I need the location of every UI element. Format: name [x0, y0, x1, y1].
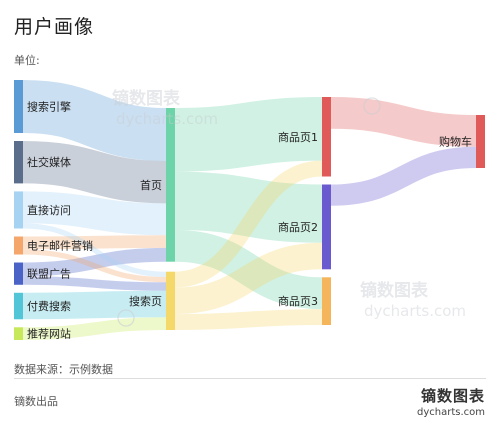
- footer-divider: [14, 378, 486, 379]
- sankey-node-6: [14, 327, 23, 340]
- sankey-link-1: [22, 141, 167, 204]
- svg-text:dycharts.com: dycharts.com: [116, 110, 218, 128]
- sankey-node-8: [166, 271, 175, 330]
- sankey-node-12: [476, 115, 485, 168]
- sankey-link-12: [174, 229, 323, 310]
- watermark-copyright-icon: [363, 97, 381, 115]
- sankey-node-4: [14, 262, 23, 285]
- sankey-node-label-2: 直接访问: [27, 203, 71, 217]
- sankey-link-11: [174, 171, 323, 243]
- data-source: 数据来源：示例数据: [14, 363, 113, 376]
- sankey-node-label-4: 联盟广告: [27, 268, 71, 281]
- sankey-link-5: [22, 223, 167, 277]
- sankey-node-3: [14, 236, 23, 255]
- sankey-link-14: [174, 242, 323, 315]
- sankey-link-7: [22, 276, 167, 291]
- unit-label: 单位:: [14, 54, 40, 67]
- sankey-link-15: [174, 309, 323, 330]
- sankey-node-label-0: 搜索引擎: [27, 100, 71, 114]
- sankey-link-8: [22, 290, 167, 320]
- sankey-links: [22, 80, 477, 340]
- sankey-node-10: [322, 184, 331, 270]
- sankey-link-10: [174, 97, 323, 172]
- sankey-node-9: [322, 97, 331, 177]
- watermark-copyright-icon: [117, 309, 135, 327]
- sankey-link-2: [22, 191, 167, 236]
- sankey-node-1: [14, 141, 23, 184]
- sankey-node-label-9: 商品页1: [278, 130, 318, 144]
- sankey-link-6: [22, 249, 167, 283]
- sankey-node-label-11: 商品页3: [278, 294, 318, 308]
- sankey-link-16: [330, 97, 477, 147]
- sankey-node-7: [166, 108, 175, 262]
- sankey-nodes: [14, 80, 485, 340]
- footer-producer: 镝数出品: [14, 395, 58, 408]
- sankey-node-label-3: 电子邮件营销: [27, 239, 93, 253]
- sankey-link-9: [22, 317, 167, 340]
- svg-text:镝数图表: 镝数图表: [112, 88, 181, 109]
- sankey-link-3: [22, 235, 167, 250]
- sankey-node-label-7: 首页: [140, 178, 162, 192]
- brand-url: dycharts.com: [416, 407, 485, 418]
- sankey-node-label-12: 购物车: [439, 135, 472, 149]
- sankey-node-2: [14, 191, 23, 229]
- svg-text:镝数图表: 镝数图表: [360, 280, 429, 301]
- sankey-node-11: [322, 277, 331, 325]
- sankey-node-label-1: 社交媒体: [27, 155, 71, 169]
- sankey-link-13: [174, 160, 323, 288]
- sankey-node-label-10: 商品页2: [278, 220, 318, 234]
- page-title: 用户画像: [14, 16, 95, 38]
- sankey-link-17: [330, 146, 477, 206]
- sankey-link-4: [22, 247, 167, 277]
- brand-name: 镝数图表: [420, 387, 485, 405]
- sankey-node-5: [14, 292, 23, 320]
- svg-text:dycharts.com: dycharts.com: [364, 302, 466, 320]
- sankey-link-0: [22, 80, 167, 161]
- sankey-node-label-8: 搜索页: [129, 294, 162, 308]
- sankey-node-0: [14, 80, 23, 133]
- sankey-node-label-6: 推荐网站: [27, 327, 71, 341]
- sankey-node-label-5: 付费搜索: [27, 299, 71, 313]
- brand-logo: 镝数图表 dycharts.com: [417, 385, 485, 418]
